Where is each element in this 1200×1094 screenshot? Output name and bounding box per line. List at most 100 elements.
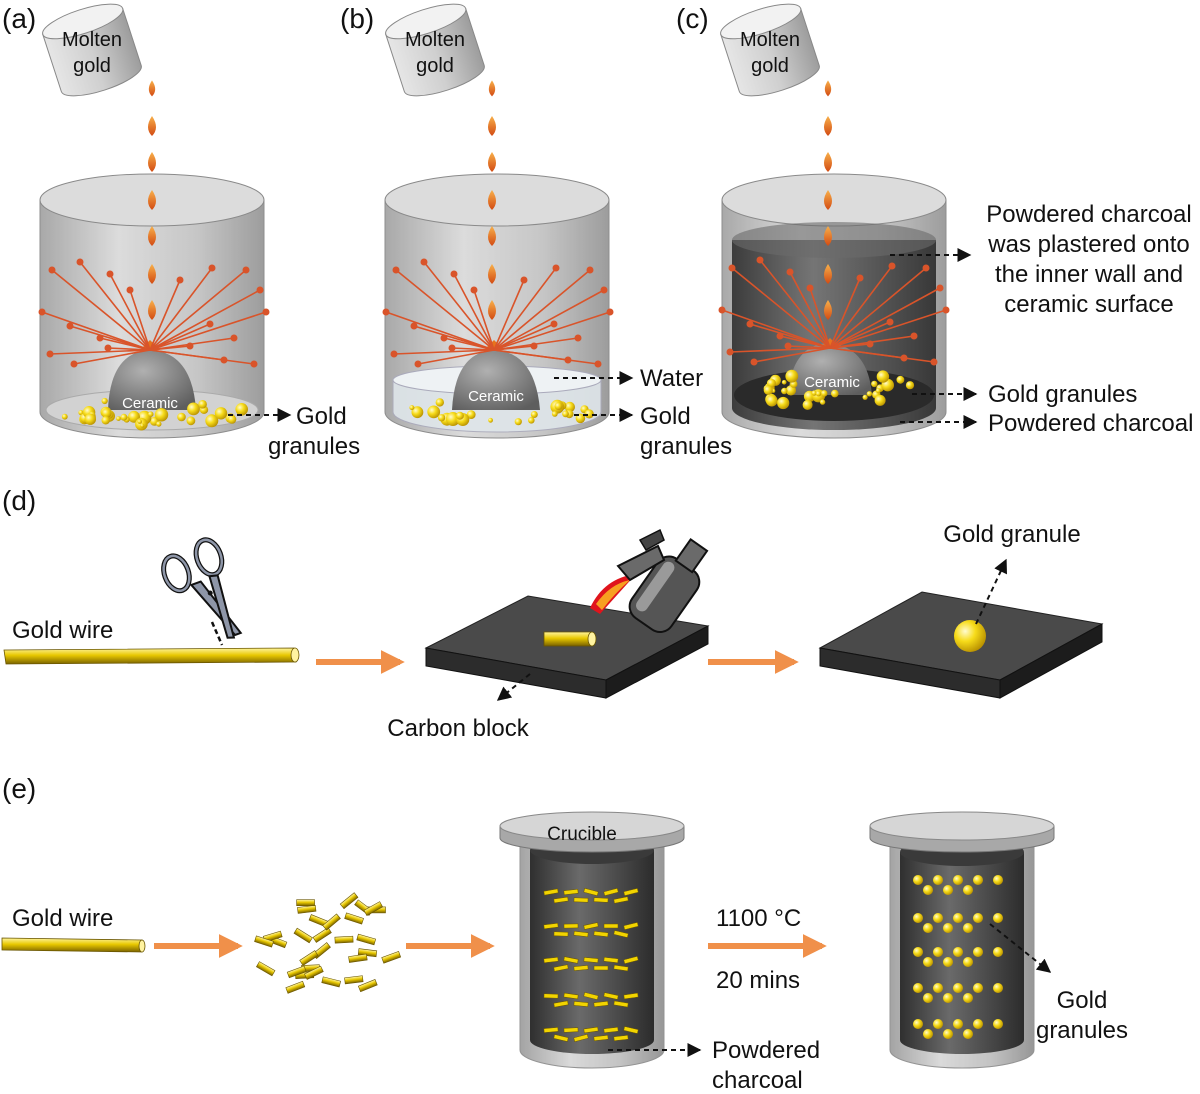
gold-granule xyxy=(528,417,535,424)
gold-granules-label-line2: granules xyxy=(640,433,732,460)
gold-granule xyxy=(584,409,594,419)
molten-drop xyxy=(148,264,156,284)
gold-granules-label-line2: granules xyxy=(1036,1017,1128,1044)
spatter-line xyxy=(99,337,151,351)
spatter-line xyxy=(829,309,947,349)
gold-granule xyxy=(120,413,128,421)
spatter-dot xyxy=(104,344,112,352)
spatter-line xyxy=(829,267,927,349)
spatter-dot xyxy=(728,264,736,272)
panel-b: Molten gold Ceramic Water Gold granules xyxy=(382,3,732,460)
wire-piece xyxy=(593,965,609,971)
gold-granule xyxy=(973,947,983,957)
gold-granule xyxy=(973,913,983,923)
gold-granule xyxy=(455,411,464,420)
spatter-dot xyxy=(746,320,754,328)
spatter-dot xyxy=(806,284,814,292)
gold-granule xyxy=(409,405,415,411)
spatter-dot xyxy=(126,286,134,294)
wire-piece xyxy=(603,992,619,1000)
spatter-line xyxy=(109,273,151,351)
gold-granule xyxy=(943,957,953,967)
spatter-dot xyxy=(888,262,896,270)
gold-granule xyxy=(177,412,186,422)
spatter-line xyxy=(149,345,191,351)
spatter-dot xyxy=(942,306,950,314)
gold-granule xyxy=(781,387,788,395)
wire-piece xyxy=(623,888,639,896)
crucible-with-granules xyxy=(869,811,1055,1069)
spatter-line xyxy=(759,259,831,349)
powdered-charcoal-label: Powdered charcoal xyxy=(988,410,1193,437)
wire-piece xyxy=(623,955,639,965)
spatter-dot xyxy=(718,306,726,314)
gold-granule xyxy=(819,399,826,405)
water-label: Water xyxy=(640,365,703,392)
spatter-dot xyxy=(530,342,538,350)
gold-granule xyxy=(953,947,963,957)
spatter-dot xyxy=(910,332,918,340)
wire-piece xyxy=(563,956,579,964)
gold-granule xyxy=(963,923,973,933)
gold-granule xyxy=(993,1019,1003,1029)
gold-granule xyxy=(943,885,953,895)
spatter-line xyxy=(829,343,871,349)
wire-piece xyxy=(357,979,378,993)
wire-piece xyxy=(603,887,619,897)
gold-granule xyxy=(551,411,558,417)
spatter-line xyxy=(453,273,495,351)
panel-letter-e: (e) xyxy=(2,773,36,804)
wire-piece xyxy=(573,1033,589,1043)
spatter-line xyxy=(829,347,935,363)
wire-piece xyxy=(603,923,619,929)
panel-a: Molten gold Ceramic Gold granules xyxy=(38,3,360,460)
spatter-dot xyxy=(756,256,764,264)
gold-granule xyxy=(140,423,145,428)
spatter-line xyxy=(149,269,247,351)
wire-piece xyxy=(563,1027,579,1033)
wire-piece xyxy=(623,1026,639,1034)
spatter-dot xyxy=(382,308,390,316)
gold-granule xyxy=(913,947,923,957)
spatter-dot xyxy=(786,268,794,276)
gold-granule xyxy=(923,923,933,933)
spatter-dot xyxy=(586,266,594,274)
molten-drop xyxy=(148,300,156,320)
wire-piece xyxy=(593,1035,609,1041)
gold-granule xyxy=(913,875,923,885)
gold-granule xyxy=(993,875,1003,885)
gold-granule xyxy=(61,413,68,420)
gold-granules xyxy=(763,369,915,410)
gold-granule xyxy=(811,390,817,396)
powdered-charcoal-label-line1: Powdered xyxy=(712,1037,820,1064)
gold-granule xyxy=(943,993,953,1003)
spatter-dot xyxy=(930,358,938,366)
spatter-line xyxy=(493,323,555,351)
gold-granule xyxy=(963,1029,973,1039)
spatter-dot xyxy=(784,342,792,350)
spatter-dot xyxy=(250,360,258,368)
gold-granule xyxy=(820,390,828,397)
wire-piece xyxy=(344,975,364,985)
charcoal-note-line2: was plastered onto xyxy=(987,231,1189,258)
gold-granule xyxy=(943,1029,953,1039)
gold-granule xyxy=(866,391,873,397)
gold-granule xyxy=(227,415,237,424)
spatter-dot xyxy=(470,286,478,294)
gold-granule xyxy=(963,957,973,967)
spatter-line xyxy=(753,347,831,363)
spatter-line xyxy=(729,347,831,353)
gold-granule xyxy=(923,1029,933,1039)
gold-granule xyxy=(186,416,196,426)
temperature-label: 1100 °C xyxy=(716,905,801,932)
molten-drops xyxy=(824,80,832,320)
spatter-line xyxy=(129,289,151,351)
gold-granule xyxy=(147,411,154,418)
spatter-dot xyxy=(750,358,758,366)
spatter-dot xyxy=(886,318,894,326)
spatter-line xyxy=(73,349,151,365)
gold-granule xyxy=(205,414,219,428)
charcoal-note-line3: the inner wall and xyxy=(995,261,1183,288)
gold-granule xyxy=(763,385,773,395)
spatter-dot xyxy=(552,264,560,272)
